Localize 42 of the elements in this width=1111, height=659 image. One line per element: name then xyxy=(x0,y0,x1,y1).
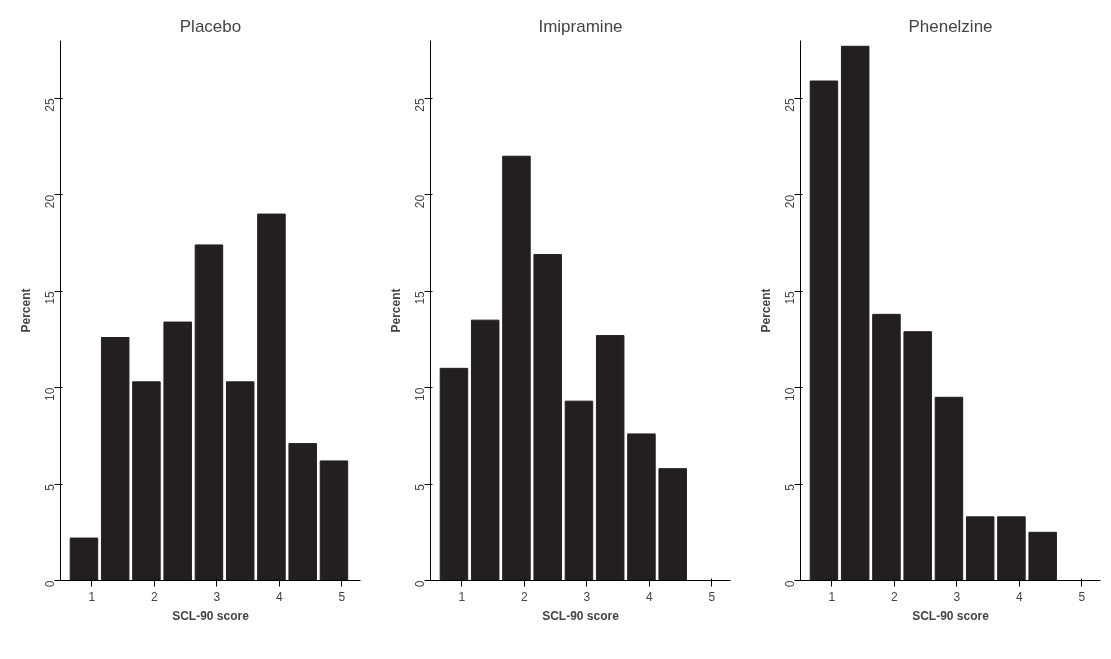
y-tick-label: 10 xyxy=(43,387,57,401)
x-tick-label: 4 xyxy=(645,589,653,604)
x-tick-label: 2 xyxy=(150,589,158,604)
x-tick-label: 1 xyxy=(88,589,96,604)
x-tick-label: 5 xyxy=(708,589,716,604)
y-tick-label: 15 xyxy=(413,290,427,305)
y-tick-label: 10 xyxy=(783,387,797,401)
y-axis-title: Percent xyxy=(758,288,773,333)
x-tick-label: 3 xyxy=(213,589,221,604)
x-tick-label: 3 xyxy=(953,589,961,604)
x-tick-label: 2 xyxy=(520,589,528,604)
chart-title: Placebo xyxy=(179,16,242,36)
x-tick-label: 1 xyxy=(828,589,836,604)
y-tick-label: 20 xyxy=(783,194,797,209)
y-tick-label: 5 xyxy=(43,483,57,491)
y-tick-label: 5 xyxy=(413,483,427,491)
chart-title: Phenelzine xyxy=(908,16,993,36)
chart-title: Imipramine xyxy=(538,16,623,36)
y-tick-label: 20 xyxy=(43,194,57,209)
y-tick-label: 25 xyxy=(783,98,797,112)
x-tick-label: 5 xyxy=(338,589,346,604)
y-tick-label: 15 xyxy=(783,290,797,305)
y-tick-label: 0 xyxy=(413,580,427,588)
x-tick-label: 4 xyxy=(1015,589,1023,604)
x-tick-label: 2 xyxy=(890,589,898,604)
y-tick-label: 25 xyxy=(43,98,57,112)
x-tick-label: 3 xyxy=(583,589,591,604)
y-tick-label: 25 xyxy=(413,98,427,112)
y-tick-label: 0 xyxy=(783,580,797,588)
x-tick-label: 4 xyxy=(275,589,283,604)
x-axis-title: SCL-90 score xyxy=(542,608,620,623)
y-tick-label: 0 xyxy=(43,580,57,588)
y-tick-label: 10 xyxy=(413,387,427,401)
y-tick-label: 15 xyxy=(43,290,57,305)
x-tick-label: 5 xyxy=(1078,589,1086,604)
x-axis-title: SCL-90 score xyxy=(912,608,990,623)
x-tick-label: 1 xyxy=(458,589,466,604)
y-tick-label: 20 xyxy=(413,194,427,209)
y-axis-title: Percent xyxy=(388,288,403,333)
x-axis-title: SCL-90 score xyxy=(172,608,250,623)
y-axis-title: Percent xyxy=(18,288,33,333)
y-tick-label: 5 xyxy=(783,483,797,491)
